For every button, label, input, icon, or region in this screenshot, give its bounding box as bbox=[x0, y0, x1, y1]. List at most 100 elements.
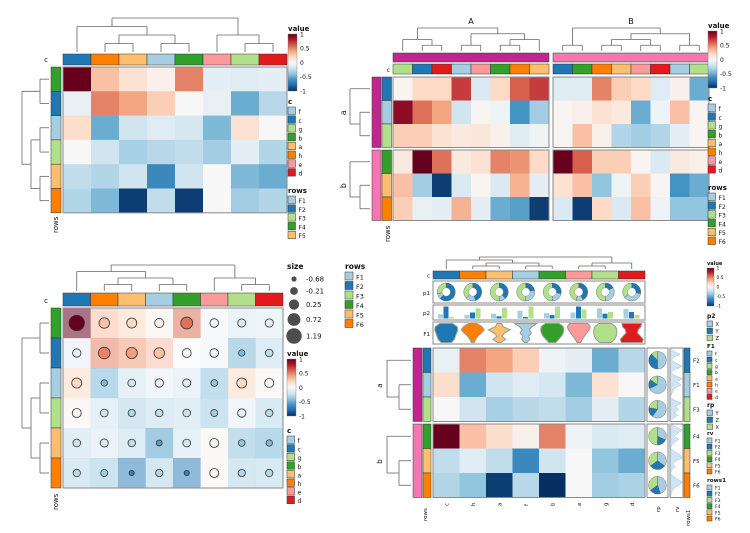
svg-text:b: b bbox=[298, 464, 302, 471]
svg-text:Y: Y bbox=[715, 329, 720, 335]
svg-text:0.25: 0.25 bbox=[306, 301, 322, 309]
svg-text:e: e bbox=[298, 490, 302, 497]
svg-text:d: d bbox=[298, 498, 302, 505]
p2-heatmap-cells-B-a bbox=[553, 77, 710, 148]
svg-text:F4: F4 bbox=[719, 221, 726, 228]
p4-annotation-p2-bars bbox=[432, 304, 646, 321]
svg-text:g: g bbox=[299, 127, 303, 134]
svg-text:f: f bbox=[298, 438, 301, 445]
svg-text:value: value bbox=[287, 350, 309, 358]
svg-text:h: h bbox=[715, 383, 718, 389]
svg-text:F1: F1 bbox=[715, 486, 721, 492]
svg-text:F5: F5 bbox=[299, 233, 306, 240]
svg-text:F3: F3 bbox=[719, 213, 726, 220]
svg-text:-1: -1 bbox=[720, 85, 726, 92]
p4-heatmap-cells-b bbox=[433, 424, 646, 498]
svg-text:F4: F4 bbox=[356, 302, 364, 310]
svg-text:e: e bbox=[299, 162, 303, 169]
svg-text:F3: F3 bbox=[299, 216, 306, 223]
p1-heatmap-cells bbox=[63, 67, 288, 214]
svg-text:a: a bbox=[299, 144, 303, 151]
svg-text:F2: F2 bbox=[715, 492, 721, 498]
svg-text:F6: F6 bbox=[715, 517, 721, 523]
svg-text:-1: -1 bbox=[299, 413, 305, 420]
svg-text:value: value bbox=[708, 22, 730, 30]
p3-row-dendrogram bbox=[21, 322, 49, 474]
svg-text:Y: Y bbox=[715, 411, 720, 417]
p3-legend-size: size-0.68 -0.21 0.25 0.72 1.19 bbox=[286, 262, 324, 344]
svg-text:f: f bbox=[715, 352, 717, 358]
svg-text:F4: F4 bbox=[299, 224, 306, 231]
svg-text:g: g bbox=[719, 124, 723, 131]
svg-text:0: 0 bbox=[717, 285, 720, 291]
svg-text:c: c bbox=[708, 95, 712, 103]
p2-column-group-title-B: B bbox=[628, 17, 634, 26]
p2-column-annotation-B bbox=[552, 63, 710, 75]
svg-text:-0.5: -0.5 bbox=[720, 71, 732, 78]
p4-annotation-label-c: c bbox=[427, 274, 430, 280]
svg-text:0: 0 bbox=[300, 60, 304, 67]
p2-column-annotation-A bbox=[392, 63, 550, 75]
svg-text:X: X bbox=[716, 322, 720, 328]
svg-text:rows: rows bbox=[288, 187, 307, 195]
p2-row-dendrogram-a bbox=[349, 88, 370, 137]
svg-text:c: c bbox=[298, 447, 301, 454]
p2-column-dendrogram-A bbox=[402, 27, 540, 51]
p4-column-label-e: e bbox=[577, 502, 583, 506]
svg-text:c: c bbox=[288, 98, 292, 106]
p2-row-group-title-a: a bbox=[339, 110, 348, 115]
svg-text:1: 1 bbox=[300, 31, 304, 38]
svg-text:1: 1 bbox=[299, 356, 303, 363]
svg-text:rows: rows bbox=[345, 262, 366, 271]
svg-text:rv: rv bbox=[707, 431, 714, 437]
svg-text:-0.5: -0.5 bbox=[717, 294, 726, 300]
p3-row-annotation bbox=[50, 307, 62, 489]
p4-row-label-F6: F6 bbox=[693, 483, 700, 489]
svg-text:g: g bbox=[298, 455, 302, 462]
svg-text:p2: p2 bbox=[707, 313, 715, 320]
svg-text:c: c bbox=[299, 118, 302, 125]
p4-row-annotation-label: rows bbox=[423, 508, 429, 521]
p2-heatmap-cells-B-b bbox=[553, 150, 710, 221]
svg-text:0.5: 0.5 bbox=[300, 46, 310, 53]
p3-column-annotation-label: c bbox=[44, 297, 48, 305]
svg-text:0: 0 bbox=[299, 385, 303, 392]
svg-text:F1: F1 bbox=[719, 195, 726, 202]
svg-text:h: h bbox=[299, 153, 303, 160]
p4-annotation-label-p1: p1 bbox=[423, 291, 430, 297]
p4-row-label-F1: F1 bbox=[693, 383, 700, 389]
p4-column-label-h: h bbox=[471, 502, 477, 506]
p4-rv-label: rv bbox=[675, 506, 681, 512]
svg-text:F3: F3 bbox=[356, 293, 364, 301]
svg-text:F1: F1 bbox=[356, 274, 364, 282]
p3-dot-markers bbox=[68, 314, 275, 478]
svg-text:F1: F1 bbox=[715, 439, 721, 445]
svg-text:X: X bbox=[716, 425, 720, 431]
panel-top-right-split-heatmap: A Bcabrowsvalue10.50-0.5-1cfcgbahedrowsF1… bbox=[339, 17, 732, 246]
p4-column-label-c: c bbox=[444, 503, 450, 506]
p2-column-annotation-label: c bbox=[387, 67, 390, 74]
svg-text:a: a bbox=[298, 472, 302, 479]
p4-row-dendrogram-b bbox=[386, 435, 411, 486]
p2-row-group-title-b: b bbox=[339, 183, 348, 188]
svg-text:-0.21: -0.21 bbox=[306, 288, 324, 296]
svg-text:F1: F1 bbox=[707, 344, 715, 350]
svg-text:F6: F6 bbox=[719, 239, 726, 246]
svg-text:c: c bbox=[715, 359, 718, 364]
p4-rp-label: rp bbox=[656, 506, 662, 512]
svg-text:0.5: 0.5 bbox=[299, 371, 309, 378]
p1-row-annotation-label: rows bbox=[52, 216, 60, 233]
svg-text:F2: F2 bbox=[715, 445, 721, 451]
p4-annotation-f1-violins bbox=[432, 321, 646, 345]
svg-text:F3: F3 bbox=[715, 498, 721, 504]
